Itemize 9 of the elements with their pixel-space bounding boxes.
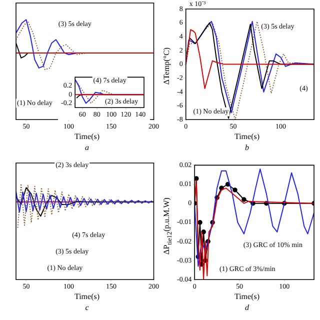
y-axis-title: ΔTemp(°C) xyxy=(161,46,172,87)
text: d xyxy=(244,303,250,313)
x-axis-title: Time(s) xyxy=(73,292,101,302)
text: c xyxy=(84,303,90,313)
text: b xyxy=(244,143,250,153)
text: a xyxy=(84,143,90,153)
x-axis-title: Time(s) xyxy=(233,132,261,142)
x-axis-title: Time(s) xyxy=(73,132,101,142)
x-axis-title: Time(s) xyxy=(233,292,261,302)
